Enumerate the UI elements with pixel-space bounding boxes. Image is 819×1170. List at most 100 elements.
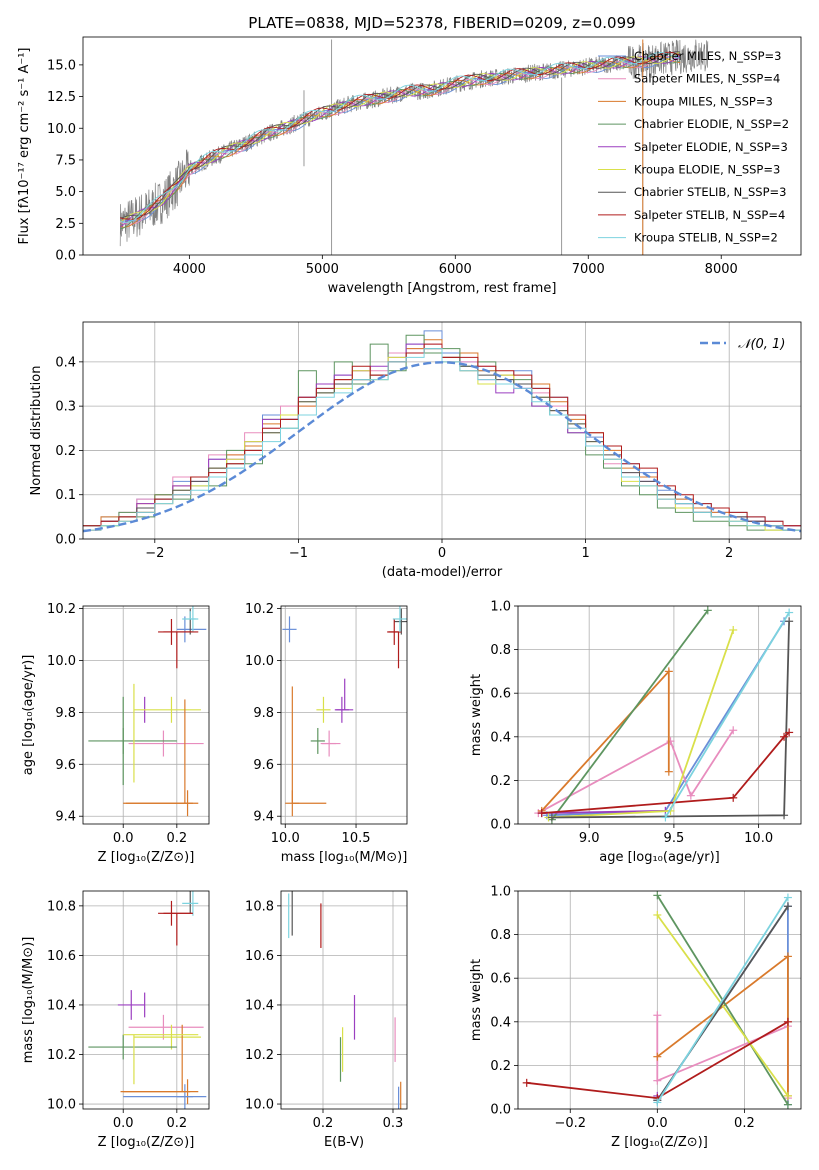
model-spectrum <box>120 55 681 228</box>
y-tick-label: 0.2 <box>55 444 76 459</box>
axes-frame <box>82 890 210 1110</box>
x-tick-label: 0.2 <box>313 1116 334 1131</box>
plot-area <box>119 39 709 255</box>
x-tick-label: −1 <box>289 546 308 561</box>
y-tick-label: 0.0 <box>55 533 76 548</box>
y-tick-label: 10.4 <box>245 998 274 1013</box>
x-axis-label: Z [log₁₀(Z/Z⊙)] <box>98 1135 195 1150</box>
weight-line <box>546 620 785 817</box>
x-tick-label: 0.0 <box>113 831 134 846</box>
model-spectrum <box>119 51 681 223</box>
y-tick-label: 0.6 <box>490 972 511 987</box>
y-tick-label: 1.0 <box>490 600 511 615</box>
model-spectrum <box>120 55 681 222</box>
y-tick-label: 10.2 <box>47 1048 76 1063</box>
x-tick-label: −0.2 <box>554 1116 586 1131</box>
plot-area <box>88 891 207 1109</box>
weight-line <box>656 954 789 1096</box>
axes-frame <box>82 321 802 540</box>
axes-frame <box>82 36 802 256</box>
y-tick-label: 9.6 <box>55 758 76 773</box>
model-spectrum <box>120 56 681 229</box>
y-tick-label: 12.5 <box>47 90 76 105</box>
model-spectrum <box>119 55 681 228</box>
y-tick-label: 15.0 <box>47 58 76 73</box>
legend: Chabrier MILES, N_SSP=3 Salpeter MILES, N… <box>598 49 789 245</box>
panel-age_vs_Z: 0.0 0.2 9.4 9.6 9.8 10.0 10.2 Z [log₁₀(Z/Z⊙)] ag… <box>21 602 210 865</box>
y-tick-label: 10.8 <box>47 899 76 914</box>
x-tick-label: 0.2 <box>734 1116 755 1131</box>
axes-frame <box>280 605 408 825</box>
y-tick-label: 1.0 <box>490 885 511 900</box>
legend-label: Chabrier ELODIE, N_SSP=2 <box>634 117 789 131</box>
y-tick-label: 10.0 <box>47 122 76 137</box>
y-tick-label: 0.4 <box>490 1015 511 1030</box>
y-tick-label: 0.0 <box>490 818 511 833</box>
panel-mass_vs_Z: 0.0 0.2 10.0 10.2 10.4 10.6 10.8 Z [log₁₀(Z/Z⊙)… <box>21 890 210 1150</box>
legend-label: Salpeter STELIB, N_SSP=4 <box>634 208 785 222</box>
panel-age_vs_mass: 10.0 10.5 9.4 9.6 9.8 10.0 10.2 mass [log₁₀(M/M… <box>245 602 408 865</box>
y-tick-label: 7.5 <box>55 153 76 168</box>
panel-mass_vs_EBV: 0.2 0.3 10.0 10.2 10.4 10.6 10.8 E(B-V) <box>245 890 408 1150</box>
y-tick-label: 0.1 <box>55 488 76 503</box>
y-axis-label: Flux [fλ10⁻¹⁷ erg cm⁻² s⁻¹ A⁻¹] <box>17 48 32 245</box>
model-spectrum <box>120 51 681 219</box>
legend-label: 𝒩(0, 1) <box>738 337 785 352</box>
x-axis-label: Z [log₁₀(Z/Z⊙)] <box>98 850 195 865</box>
x-axis-label: Z [log₁₀(Z/Z⊙)] <box>611 1135 708 1150</box>
y-tick-label: 0.6 <box>490 687 511 702</box>
y-tick-label: 9.6 <box>253 758 274 773</box>
x-tick-label: 0.2 <box>166 831 187 846</box>
normal-curve <box>83 361 801 533</box>
y-tick-label: 10.2 <box>245 602 274 617</box>
panel-weight_vs_Z: −0.2 0.0 0.2 0.0 0.2 0.4 0.6 0.8 1.0 Z [log₁₀(Z/Z… <box>469 885 802 1150</box>
x-tick-label: 2 <box>725 546 733 561</box>
y-tick-label: 0.2 <box>490 774 511 789</box>
axes-frame <box>280 890 408 1110</box>
y-tick-label: 0.3 <box>55 400 76 415</box>
legend-label: Kroupa ELODIE, N_SSP=3 <box>634 163 780 177</box>
x-axis-label: (data-model)/error <box>382 565 503 580</box>
model-spectrum <box>119 51 681 223</box>
y-tick-label: 0.8 <box>490 928 511 943</box>
x-tick-label: 0.0 <box>647 1116 668 1131</box>
y-tick-label: 10.8 <box>245 899 274 914</box>
axes-frame <box>82 605 210 825</box>
y-axis-label: age [log₁₀(age/yr)] <box>21 655 36 776</box>
y-tick-label: 10.0 <box>47 1098 76 1113</box>
histogram-kroupa-stelib <box>83 348 801 531</box>
chart-title: PLATE=0838, MJD=52378, FIBERID=0209, z=0… <box>248 14 635 32</box>
legend-label: Kroupa MILES, N_SSP=3 <box>634 94 773 108</box>
y-tick-label: 10.0 <box>245 1098 274 1113</box>
panel-residuals: −2 −1 0 1 2 0.0 0.1 0.2 0.3 0.4 𝒩(0, 1) (data-model… <box>29 321 802 580</box>
x-axis-label: age [log₁₀(age/yr)] <box>599 850 720 865</box>
x-tick-label: 1 <box>581 546 589 561</box>
x-axis-label: wavelength [Angstrom, rest frame] <box>328 281 557 296</box>
x-tick-label: 0 <box>438 546 446 561</box>
legend-label: Kroupa STELIB, N_SSP=2 <box>634 231 778 245</box>
x-tick-label: 9.0 <box>579 831 600 846</box>
weight-line <box>664 612 790 818</box>
panel-weight_vs_age: 9.0 9.5 10.0 0.0 0.2 0.4 0.6 0.8 1.0 age [log₁₀(a… <box>469 600 802 865</box>
y-axis-label: mass weight <box>469 674 484 756</box>
y-tick-label: 9.8 <box>55 706 76 721</box>
x-axis-label: E(B-V) <box>324 1135 364 1150</box>
x-tick-label: 10.5 <box>342 831 371 846</box>
y-tick-label: 0.2 <box>490 1059 511 1074</box>
y-tick-label: 10.6 <box>245 949 274 964</box>
y-tick-label: 0.4 <box>55 355 76 370</box>
y-axis-label: Normed distribution <box>29 366 44 496</box>
y-tick-label: 0.0 <box>490 1103 511 1118</box>
weight-line <box>656 897 789 1103</box>
model-spectrum <box>120 51 681 220</box>
weight-line <box>551 609 709 821</box>
y-axis-label: mass weight <box>469 959 484 1041</box>
legend-label: Salpeter ELODIE, N_SSP=3 <box>634 140 788 154</box>
plot-area <box>83 330 801 533</box>
weight-line <box>537 729 734 814</box>
x-tick-label: 0.2 <box>166 1116 187 1131</box>
plot-area <box>88 606 207 817</box>
x-tick-label: 10.0 <box>271 831 300 846</box>
y-tick-label: 9.8 <box>253 706 274 721</box>
